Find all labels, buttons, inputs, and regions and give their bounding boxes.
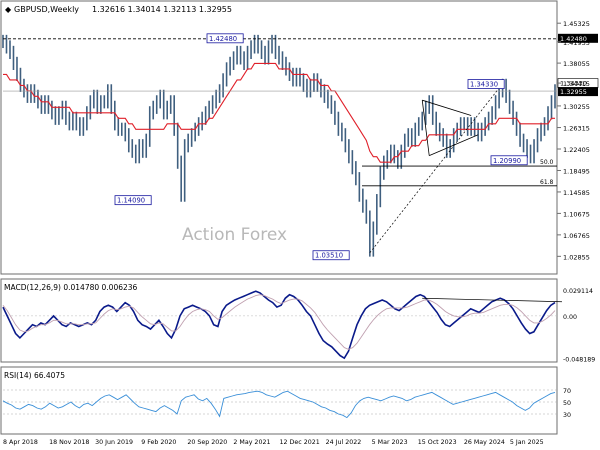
x-axis-label: 30 Jun 2019 (95, 439, 133, 446)
price-tick-label: 1.10675 (563, 210, 590, 218)
ma-line (3, 62, 555, 163)
rsi-tick-label: 70 (563, 388, 571, 395)
x-axis-labels: 8 Apr 2018 18 Nov 2018 30 Jun 2019 9 Feb 20… (3, 439, 544, 446)
rsi-tick-label: 50 (563, 400, 571, 407)
x-axis-label: 20 Sep 2020 (187, 439, 227, 446)
price-annotations: 50.0 61.8 1.42480 1.34330 1.20990 1.14090 1.03… (3, 33, 599, 261)
label-1.42480: 1.42480 (209, 35, 237, 43)
current-price-tag: 1.32955 (560, 88, 587, 96)
rsi-line (2, 390, 556, 419)
price-tick-label: 1.38055 (563, 60, 590, 68)
triangle-left-line (421, 100, 430, 156)
signal-line (2, 294, 556, 350)
watermark: Action Forex (182, 225, 287, 245)
label-1.42480-box (206, 33, 244, 44)
label-1.14090-box (114, 195, 152, 206)
x-axis-label: 26 May 2024 (464, 439, 505, 446)
label-1.34330-box (467, 79, 505, 89)
label-1.20990: 1.20990 (493, 157, 521, 165)
price-tick-label: 1.02855 (563, 253, 590, 261)
chart-title-icon: ◆ (5, 5, 12, 14)
price-tick-label: 1.45325 (563, 20, 590, 28)
x-axis-label: 9 Feb 2020 (141, 439, 176, 446)
x-axis-label: 18 Nov 2018 (49, 439, 89, 446)
price-tick-label: 1.06765 (563, 232, 590, 240)
macd-axis-labels: 0.029114 0.00 -0.048189 (563, 288, 595, 363)
fib-50-label: 50.0 (540, 159, 554, 166)
x-axis-label: 2 May 2021 (233, 439, 270, 446)
macd-tick-label: -0.048189 (563, 356, 595, 363)
rsi-lines (2, 389, 557, 419)
fib-61.8-label: 61.8 (540, 179, 554, 186)
price-tick-label: 1.14585 (563, 189, 590, 197)
price-axis-labels: 1.45325 1.41935 1.38055 1.34415 1.30255 1.263… (557, 20, 590, 261)
label-1.34330: 1.34330 (470, 81, 498, 89)
x-axis-label: 24 Jul 2022 (326, 439, 362, 446)
triangle-lower-line (429, 134, 479, 156)
rsi-panel-frame (0, 366, 558, 435)
top-level-tag: 1.42480 (560, 35, 587, 43)
price-tick-label: 1.26315 (563, 125, 590, 133)
price-tick-label: 1.30255 (563, 103, 590, 111)
label-1.14090: 1.14090 (117, 197, 145, 205)
macd-tick-label: 0.00 (563, 314, 577, 321)
macd-panel-frame (0, 278, 558, 363)
macd-line (2, 290, 556, 360)
x-axis-label: 8 Apr 2018 (3, 439, 38, 446)
macd-divergence-line (422, 297, 562, 303)
label-1.03510: 1.03510 (315, 252, 343, 260)
price-tick-label: 1.41935 (563, 39, 590, 47)
x-axis-label: 5 Jan 2025 (510, 439, 544, 446)
price-ma-line (3, 62, 555, 163)
macd-tick-label: 0.029114 (563, 288, 593, 295)
level-34330-tag: 1.34330 (560, 80, 587, 88)
x-axis-label: 15 Oct 2023 (418, 439, 457, 446)
price-tick-label: 1.22405 (563, 146, 590, 154)
triangle-upper-line (422, 99, 472, 116)
label-1.20990-box (490, 155, 528, 166)
top-level-tag-bg (558, 33, 598, 43)
price-tick-label: 1.34415 (563, 80, 590, 88)
label-1.03510-box (312, 250, 350, 261)
chart-title-ohlc: 1.32616 1.34014 1.32113 1.32955 (92, 5, 232, 14)
chart-title-symbol: GBPUSD,Weekly (14, 5, 79, 14)
macd-title: MACD(12,26,9) 0.014780 0.006236 (4, 283, 138, 292)
macd-lines (2, 290, 562, 360)
rsi-title: RSI(14) 66.4075 (4, 371, 65, 380)
price-tick-label: 1.18495 (563, 167, 590, 175)
current-price-tag-bg (558, 87, 598, 97)
x-axis-label: 12 Dec 2021 (280, 439, 320, 446)
x-axis-label: 5 Mar 2023 (372, 439, 408, 446)
rsi-axis-labels: 70 50 30 (563, 388, 571, 419)
rsi-tick-label: 30 (563, 412, 571, 419)
